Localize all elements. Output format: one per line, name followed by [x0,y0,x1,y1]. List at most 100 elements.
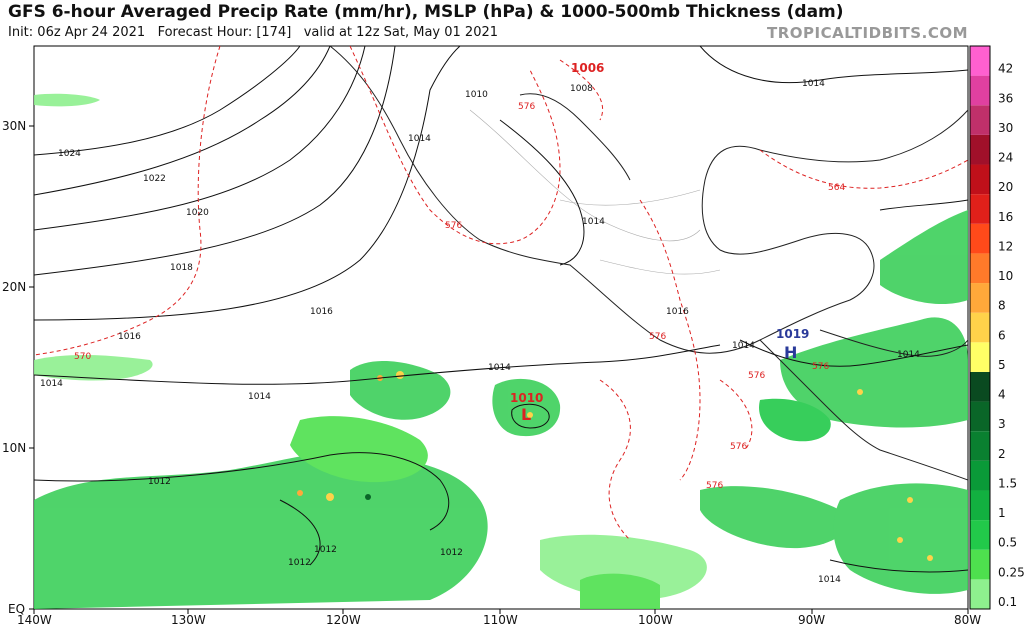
colorbar-label: 10 [998,269,1013,283]
isobar-label: 1014 [488,363,511,373]
lon-label: 110W [483,613,518,627]
isobar-label: 1016 [118,332,141,342]
isobar-label: 1010 [465,90,488,100]
lon-axis: 140W 130W 120W 110W 100W 90W 80W [17,609,981,627]
isobar-label: 1014 [897,350,920,360]
colorbar-swatch [970,223,990,254]
isobar-label: 1012 [288,558,311,568]
colorbar-label: 1.5 [998,476,1017,490]
thickness-label: 576 [812,362,829,372]
colorbar-label: 8 [998,299,1006,313]
colorbar-label: 5 [998,358,1006,372]
colorbar-label: 42 [998,62,1013,76]
lon-label: 100W [638,613,673,627]
isobar-labels: 1024 1022 1020 1018 1016 1016 1014 1014 … [40,79,920,585]
isobar-label: 1014 [818,575,841,585]
lat-label: EQ [8,602,25,616]
map-title: GFS 6-hour Averaged Precip Rate (mm/hr),… [8,2,844,22]
isobar-label: 1014 [248,392,271,402]
precip-cores [297,371,933,561]
precip-areas [34,93,968,609]
high-1019-value: 1019 [776,327,809,341]
thickness-label: 576 [518,102,535,112]
high-center-1019: 1019 H [776,327,809,362]
colorbar-label: 36 [998,91,1013,105]
colorbar-swatch [970,342,990,372]
colorbar-label: 3 [998,417,1006,431]
isobar-label: 1012 [314,545,337,555]
low-1006-value: 1006 [571,61,604,75]
isobar-label: 1018 [170,263,193,273]
colorbar-label: 0.25 [998,565,1024,579]
thickness-label: 576 [748,371,765,381]
site-brand: TROPICALTIDBITS.COM [767,24,968,42]
colorbar-label: 20 [998,180,1013,194]
isobar-label: 1024 [58,149,81,159]
colorbar-label: 16 [998,210,1013,224]
isobar-label: 1014 [40,379,63,389]
isobar-label: 1014 [802,79,825,89]
borders [469,109,721,275]
colorbar-label: 2 [998,447,1006,461]
thickness-label: 576 [445,221,462,231]
thickness-label: 576 [730,442,747,452]
init-time: Init: 06z Apr 24 2021 [8,25,146,40]
thickness-label: 564 [828,183,845,193]
low-1010-value: 1010 [510,391,543,405]
colorbar-label: 12 [998,239,1013,253]
thickness-labels: 576 576 570 564 576 576 576 576 576 [74,102,845,491]
colorbar-swatch [970,253,990,284]
isobars [34,46,968,573]
thickness-label: 576 [706,481,723,491]
colorbar-swatch [970,46,990,76]
precip-colorbar: 0.1 0.25 0.5 1 1.5 2 3 4 5 6 8 10 12 16 20 24 30 36 42 [969,45,1024,610]
colorbar-label: 0.1 [998,595,1017,609]
thickness-lines [34,46,968,541]
colorbar-swatch [970,549,990,580]
high-1019-symbol: H [784,343,797,362]
colorbar-swatch [970,283,990,313]
lat-axis: EQ 10N 20N 30N [2,119,34,616]
colorbar-label: 0.5 [998,536,1017,550]
colorbar-label: 1 [998,506,1006,520]
colorbar-swatch [970,75,990,106]
lat-label: 20N [2,280,26,294]
colorbar-swatch [970,134,990,165]
colorbar-label: 24 [998,151,1013,165]
isobar-label: 1020 [186,208,209,218]
isobar-label: 1016 [666,307,689,317]
lon-label: 90W [798,613,825,627]
colorbar-swatch [970,164,990,195]
colorbar-label: 4 [998,388,1006,402]
colorbar-label: 30 [998,121,1013,135]
isobar-label: 1014 [582,217,605,227]
colorbar-frame [969,45,991,610]
lon-label: 120W [326,613,361,627]
colorbar-swatch [970,371,990,402]
isobar-label: 1022 [143,174,166,184]
map-subtitle: Init: 06z Apr 24 2021 Forecast Hour: [17… [8,25,498,40]
isobar-label: 1014 [732,341,755,351]
low-1010-symbol: L [521,405,531,424]
low-center-1006: 1006 [571,61,604,75]
thickness-label: 576 [649,332,666,342]
colorbar-swatch [970,490,990,521]
forecast-hour: Forecast Hour: [174] [157,25,292,40]
isobar-label: 1012 [440,548,463,558]
lat-label: 10N [2,441,26,455]
lon-label: 140W [17,613,52,627]
isobar-label: 1012 [148,477,171,487]
lat-label: 30N [2,119,26,133]
colorbar-swatch [970,579,990,609]
isobar-label: 1008 [570,84,593,94]
colorbar-label: 6 [998,328,1006,342]
colorbar-swatch [970,105,990,135]
low-center-1010: 1010 L [510,391,543,424]
isobar-label: 1016 [310,307,333,317]
colorbar-swatch [970,520,990,550]
lon-label: 80W [954,613,981,627]
colorbar-swatch [970,460,990,491]
colorbar-swatch [970,431,990,461]
colorbar-swatch [970,312,990,343]
